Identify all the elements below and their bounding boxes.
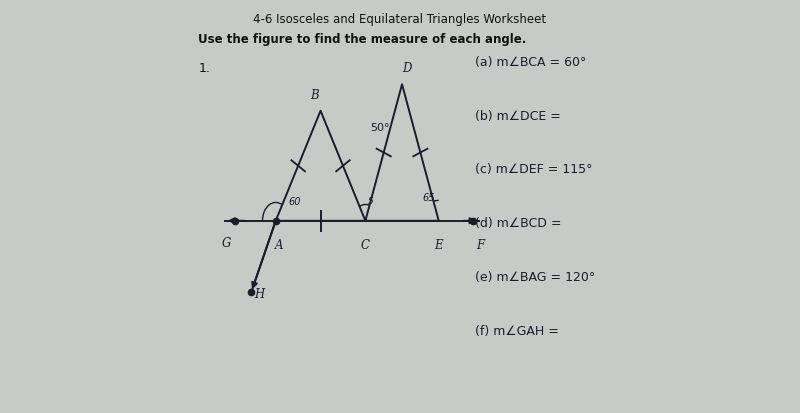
Text: 60: 60 bbox=[288, 197, 301, 207]
Text: C: C bbox=[361, 239, 370, 252]
Text: (a) m∠BCA = 60°: (a) m∠BCA = 60° bbox=[475, 56, 586, 69]
Text: F: F bbox=[477, 239, 485, 252]
Text: E: E bbox=[434, 239, 443, 252]
Text: A: A bbox=[274, 239, 283, 252]
Text: 1.: 1. bbox=[198, 62, 210, 75]
Text: 50°: 50° bbox=[370, 123, 390, 133]
Text: 65: 65 bbox=[422, 193, 435, 203]
Text: Use the figure to find the measure of each angle.: Use the figure to find the measure of ea… bbox=[198, 33, 526, 46]
Text: 4-6 Isosceles and Equilateral Triangles Worksheet: 4-6 Isosceles and Equilateral Triangles … bbox=[254, 13, 546, 26]
Text: (c) m∠DEF = 115°: (c) m∠DEF = 115° bbox=[475, 163, 593, 176]
Text: B: B bbox=[310, 89, 318, 102]
Text: 5: 5 bbox=[367, 197, 373, 206]
Text: (d) m∠BCD =: (d) m∠BCD = bbox=[475, 217, 562, 230]
Text: (f) m∠GAH =: (f) m∠GAH = bbox=[475, 325, 559, 338]
Text: (e) m∠BAG = 120°: (e) m∠BAG = 120° bbox=[475, 271, 596, 284]
Text: G: G bbox=[222, 237, 231, 250]
Text: D: D bbox=[402, 62, 412, 75]
Text: (b) m∠DCE =: (b) m∠DCE = bbox=[475, 109, 562, 123]
Text: H: H bbox=[254, 287, 265, 301]
